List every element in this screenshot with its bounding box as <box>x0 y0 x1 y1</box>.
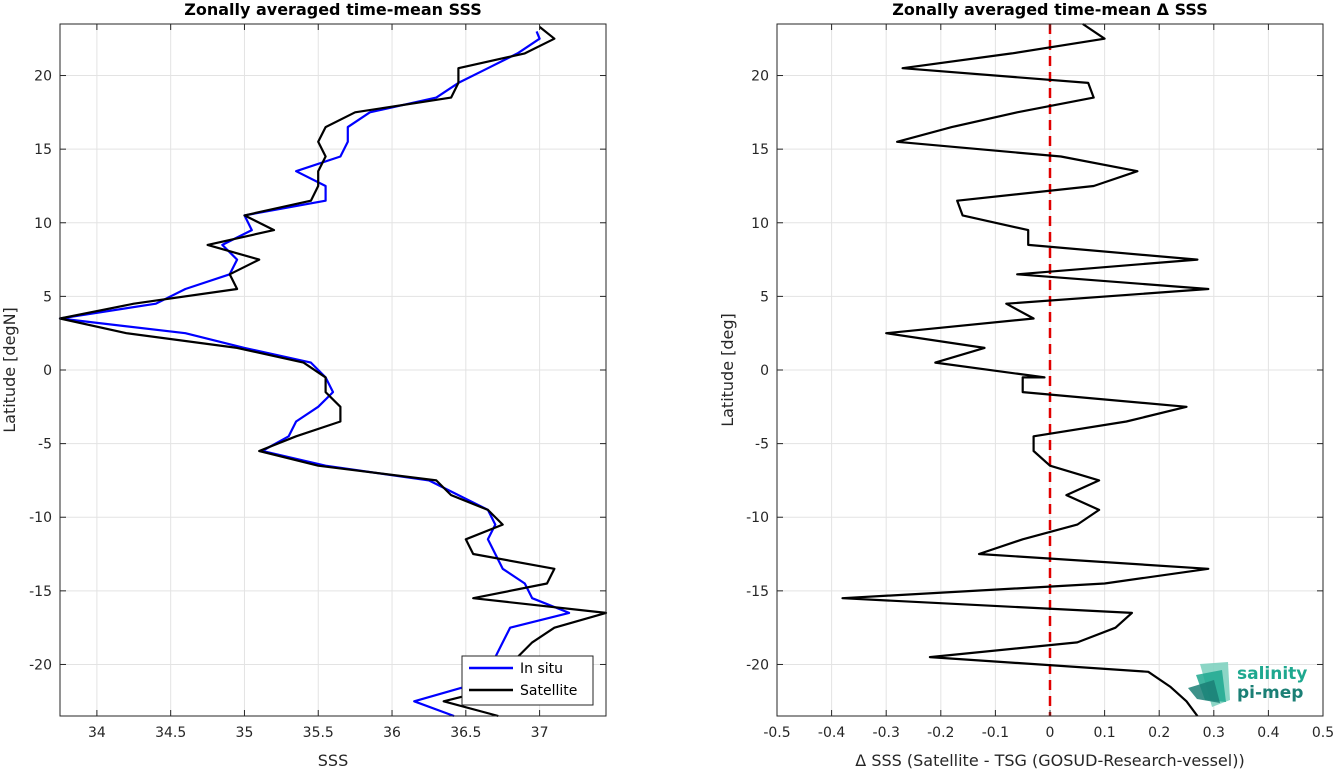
left-y-tick-label: 20 <box>34 69 52 85</box>
left-y-axis-label: Latitude [degN] <box>0 307 19 433</box>
legend-box <box>461 655 594 706</box>
right-x-tick-label: 0.3 <box>1203 725 1225 741</box>
legend: In situ Satellite <box>461 655 594 706</box>
left-y-tick-label: 0 <box>43 363 52 379</box>
right-y-tick-label: 15 <box>751 142 769 158</box>
left-y-tick-label: -15 <box>29 584 52 600</box>
delta-sss-profile-chart: Zonally averaged time-mean Δ SSS Δ SSS (… <box>718 0 1334 769</box>
left-y-tick-label: 10 <box>34 216 52 232</box>
right-series-delta-sss-line <box>841 23 1210 717</box>
left-x-tick-label: 36.5 <box>450 725 481 741</box>
left-y-tick-label: -20 <box>29 657 52 673</box>
right-y-tick-label: -10 <box>746 510 769 526</box>
left-series-in-situ-line <box>58 30 571 718</box>
left-y-tick-label: 5 <box>43 289 52 305</box>
left-y-tick-label: -5 <box>38 437 52 453</box>
right-x-tick-label: -0.1 <box>982 725 1009 741</box>
logo-text-salinity: salinity <box>1237 664 1307 684</box>
left-x-axis-label: SSS <box>318 751 348 769</box>
right-y-tick-label: 5 <box>760 289 769 305</box>
sss-profile-chart: Zonally averaged time-mean SSS SSS Latit… <box>0 0 608 769</box>
left-x-tick-label: 36 <box>383 725 401 741</box>
right-y-tick-label: 20 <box>751 69 769 85</box>
right-y-tick-label: 0 <box>760 363 769 379</box>
left-x-tick-label: 37 <box>531 725 549 741</box>
logo-text-pi-mep: pi-mep <box>1237 683 1303 703</box>
right-x-tick-label: -0.4 <box>818 725 845 741</box>
right-x-tick-label: 0.1 <box>1093 725 1115 741</box>
right-x-tick-label: 0.2 <box>1148 725 1170 741</box>
left-chart-title: Zonally averaged time-mean SSS <box>184 0 482 19</box>
salinity-pi-mep-logo: salinity pi-mep <box>1188 662 1307 707</box>
left-y-tick-label: -10 <box>29 510 52 526</box>
left-x-tick-label: 35.5 <box>303 725 334 741</box>
left-x-tick-label: 34 <box>88 725 106 741</box>
right-y-tick-label: -20 <box>746 657 769 673</box>
left-x-tick-label: 34.5 <box>155 725 186 741</box>
right-x-tick-label: 0.4 <box>1257 725 1279 741</box>
right-chart-title: Zonally averaged time-mean Δ SSS <box>892 0 1208 19</box>
right-y-tick-label: 10 <box>751 216 769 232</box>
right-x-axis-label: Δ SSS (Satellite - TSG (GOSUD-Research-v… <box>855 751 1244 769</box>
left-y-tick-label: 15 <box>34 142 52 158</box>
left-x-tick-label: 35 <box>236 725 254 741</box>
right-y-axis-label: Latitude [deg] <box>718 313 737 427</box>
right-x-tick-label: -0.5 <box>763 725 790 741</box>
right-x-tick-label: 0.5 <box>1312 725 1334 741</box>
legend-label-in-situ: In situ <box>520 661 563 677</box>
logo-waves-icon <box>1188 662 1230 707</box>
left-series-satellite-line <box>58 26 608 718</box>
right-y-tick-label: -15 <box>746 584 769 600</box>
right-x-tick-label: -0.2 <box>927 725 954 741</box>
right-x-tick-label: -0.3 <box>873 725 900 741</box>
right-y-tick-label: -5 <box>755 437 769 453</box>
right-x-tick-label: 0 <box>1046 725 1055 741</box>
legend-label-satellite: Satellite <box>520 683 577 699</box>
